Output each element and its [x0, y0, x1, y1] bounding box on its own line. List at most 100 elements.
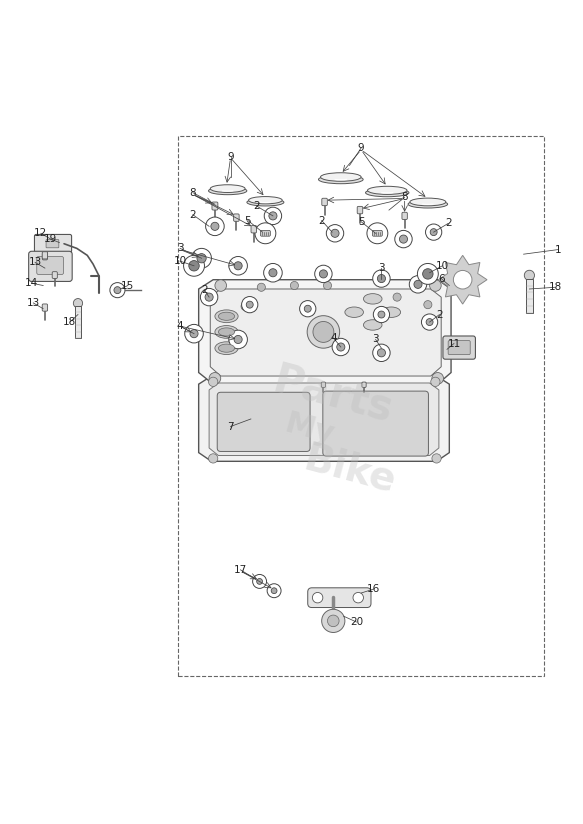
Circle shape: [252, 574, 266, 588]
Circle shape: [269, 212, 277, 220]
Circle shape: [319, 269, 328, 278]
FancyBboxPatch shape: [75, 306, 81, 338]
FancyBboxPatch shape: [29, 251, 72, 282]
Text: 10: 10: [436, 260, 449, 271]
Circle shape: [353, 592, 363, 603]
Circle shape: [337, 343, 345, 351]
Text: 17: 17: [234, 564, 247, 575]
Circle shape: [432, 372, 444, 384]
Circle shape: [184, 255, 205, 276]
Circle shape: [312, 592, 323, 603]
FancyBboxPatch shape: [43, 253, 47, 260]
Circle shape: [326, 225, 344, 242]
Circle shape: [269, 269, 277, 277]
Circle shape: [206, 217, 224, 236]
Circle shape: [409, 276, 427, 293]
Circle shape: [192, 248, 212, 268]
Circle shape: [307, 316, 340, 349]
Ellipse shape: [363, 320, 382, 330]
Ellipse shape: [382, 307, 401, 317]
FancyBboxPatch shape: [42, 304, 48, 311]
Circle shape: [377, 349, 385, 357]
FancyBboxPatch shape: [234, 214, 239, 222]
Ellipse shape: [321, 173, 361, 181]
Circle shape: [313, 321, 334, 343]
Circle shape: [373, 307, 389, 323]
Text: 2: 2: [318, 216, 325, 226]
Circle shape: [267, 583, 281, 597]
Circle shape: [290, 282, 298, 289]
Circle shape: [417, 264, 438, 284]
Text: My: My: [281, 409, 337, 450]
Ellipse shape: [247, 199, 284, 206]
Text: 8: 8: [401, 192, 408, 203]
Text: 8: 8: [189, 188, 196, 198]
Circle shape: [424, 301, 432, 309]
Circle shape: [430, 279, 441, 292]
Circle shape: [271, 588, 277, 593]
Circle shape: [373, 269, 390, 288]
Circle shape: [377, 274, 385, 283]
FancyBboxPatch shape: [402, 213, 408, 219]
Text: 4: 4: [177, 321, 184, 331]
FancyBboxPatch shape: [212, 202, 218, 210]
Ellipse shape: [410, 198, 446, 206]
Circle shape: [264, 207, 282, 225]
FancyBboxPatch shape: [373, 231, 382, 236]
Ellipse shape: [209, 187, 247, 194]
Text: 9: 9: [227, 152, 234, 162]
FancyBboxPatch shape: [46, 240, 59, 248]
Circle shape: [426, 224, 442, 241]
Circle shape: [331, 229, 339, 237]
FancyBboxPatch shape: [217, 392, 310, 452]
Ellipse shape: [345, 307, 363, 317]
Circle shape: [257, 578, 262, 584]
Ellipse shape: [219, 328, 234, 336]
Text: 1: 1: [555, 245, 561, 255]
Circle shape: [110, 283, 125, 297]
Circle shape: [378, 311, 385, 318]
Text: 6: 6: [438, 274, 444, 283]
Circle shape: [255, 222, 276, 244]
Circle shape: [229, 330, 247, 349]
Circle shape: [197, 254, 206, 263]
FancyBboxPatch shape: [362, 382, 366, 387]
Text: 2: 2: [436, 310, 442, 320]
FancyBboxPatch shape: [448, 340, 470, 354]
Text: 5: 5: [358, 217, 364, 227]
Ellipse shape: [210, 185, 245, 193]
Circle shape: [246, 302, 253, 308]
FancyBboxPatch shape: [323, 391, 429, 456]
Circle shape: [304, 305, 311, 312]
Circle shape: [241, 297, 258, 313]
Polygon shape: [199, 279, 451, 384]
Circle shape: [73, 298, 83, 308]
Text: 7: 7: [227, 422, 234, 432]
Circle shape: [215, 279, 227, 292]
FancyBboxPatch shape: [357, 206, 363, 213]
Text: 18: 18: [63, 317, 76, 327]
Text: 4: 4: [330, 333, 336, 343]
Circle shape: [209, 372, 221, 384]
Circle shape: [426, 319, 433, 325]
Polygon shape: [438, 255, 487, 304]
Circle shape: [211, 222, 219, 231]
Ellipse shape: [215, 310, 238, 323]
Circle shape: [322, 609, 345, 633]
Circle shape: [205, 293, 213, 302]
FancyBboxPatch shape: [34, 235, 72, 252]
Text: 3: 3: [378, 263, 385, 273]
Text: 15: 15: [121, 280, 135, 291]
Text: 2: 2: [189, 210, 196, 220]
Polygon shape: [209, 383, 439, 456]
Circle shape: [229, 256, 247, 275]
Circle shape: [432, 454, 441, 463]
Text: 14: 14: [25, 279, 38, 288]
FancyBboxPatch shape: [322, 199, 327, 206]
Circle shape: [430, 228, 437, 236]
FancyBboxPatch shape: [261, 231, 271, 236]
Ellipse shape: [215, 342, 238, 354]
Text: 3: 3: [177, 243, 184, 253]
Circle shape: [190, 330, 198, 338]
Circle shape: [114, 287, 121, 293]
